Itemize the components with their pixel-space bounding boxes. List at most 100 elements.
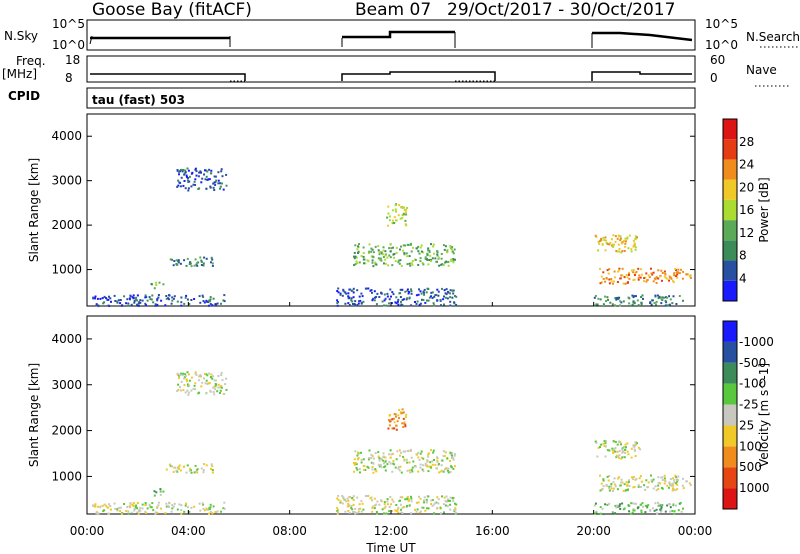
echo-cell	[405, 298, 408, 301]
echo-cell	[209, 172, 212, 175]
echo-cell	[428, 465, 431, 468]
echo-cell	[186, 176, 188, 179]
echo-cell	[395, 251, 398, 254]
echo-cell	[427, 288, 430, 290]
nsky-left-tick-bottom: 10^0	[52, 38, 85, 52]
echo-cell	[381, 300, 384, 303]
echo-cell	[185, 378, 188, 381]
echo-cell	[620, 457, 623, 460]
echo-cell	[418, 303, 421, 306]
echo-cell	[358, 243, 360, 246]
echo-cell	[608, 243, 611, 246]
freq-panel: Freq. [MHz] 18 8 60 0 Nave	[2, 53, 790, 87]
echo-cell	[399, 259, 402, 262]
echo-cell	[362, 252, 365, 254]
echo-cell	[205, 257, 208, 260]
echo-cell	[220, 386, 223, 389]
echo-cell	[360, 292, 363, 295]
echo-cell	[604, 295, 607, 298]
echo-cell	[633, 485, 636, 488]
echo-cell	[674, 267, 677, 270]
echo-cell	[449, 304, 452, 307]
echo-cell	[336, 299, 339, 302]
echo-cell	[132, 502, 135, 504]
echo-cell	[664, 299, 667, 302]
echo-cell	[430, 291, 433, 294]
echo-cell	[185, 264, 188, 267]
echo-cell	[392, 222, 395, 225]
echo-cell	[624, 237, 627, 240]
echo-cell	[145, 512, 147, 514]
echo-cell	[95, 304, 98, 307]
echo-cell	[672, 503, 675, 505]
echo-cell	[373, 497, 376, 500]
echo-cell	[417, 456, 420, 459]
echo-cell	[194, 178, 197, 181]
echo-cell	[358, 295, 361, 298]
echo-cell	[347, 302, 350, 305]
echo-cell	[653, 302, 656, 304]
echo-cell	[630, 502, 633, 505]
echo-cell	[619, 304, 622, 307]
echo-cell	[417, 452, 420, 454]
echo-cell	[154, 511, 157, 514]
echo-cell	[455, 295, 458, 298]
echo-cell	[447, 260, 450, 263]
echo-cell	[637, 506, 640, 509]
echo-cell	[620, 478, 623, 481]
echo-cell	[186, 506, 189, 509]
echo-cell	[188, 384, 191, 387]
echo-cell	[449, 496, 452, 499]
echo-cell	[399, 206, 402, 209]
echo-cell	[162, 490, 165, 493]
echo-cell	[155, 284, 158, 286]
echo-cell	[610, 483, 613, 485]
echo-cell	[336, 510, 339, 512]
echo-cell	[194, 372, 197, 375]
echo-cell	[673, 274, 676, 277]
echo-cell	[449, 296, 452, 299]
echo-cell	[367, 252, 370, 255]
echo-cell	[125, 510, 128, 513]
echo-cell	[676, 276, 679, 279]
echo-cell	[436, 288, 439, 291]
echo-cell	[336, 497, 339, 500]
echo-cell	[668, 503, 671, 506]
beam-label: Beam 07	[355, 0, 431, 20]
echo-cell	[636, 299, 639, 302]
echo-cell	[388, 219, 391, 222]
echo-cell	[199, 374, 202, 377]
echo-cell	[360, 458, 363, 461]
echo-cell	[211, 262, 214, 265]
echo-cell	[387, 419, 390, 422]
echo-cell	[397, 259, 400, 262]
echo-cell	[436, 496, 439, 499]
echo-cell	[199, 509, 202, 512]
echo-cell	[368, 449, 371, 452]
echo-cell	[423, 288, 426, 291]
echo-cell	[449, 471, 452, 473]
echo-cell	[608, 485, 611, 488]
echo-cell	[617, 243, 620, 246]
colorbar-tick-label: -500	[739, 356, 766, 370]
echo-cell	[358, 300, 360, 303]
echo-cell	[668, 481, 671, 484]
echo-cell	[626, 236, 629, 239]
echo-cell	[212, 386, 215, 389]
echo-cell	[184, 171, 187, 174]
echo-cell	[661, 296, 664, 299]
echo-cell	[110, 300, 112, 303]
echo-cell	[685, 273, 688, 276]
echo-cell	[451, 452, 454, 455]
echo-cell	[214, 388, 217, 391]
echo-cell	[402, 455, 405, 458]
echo-cell	[666, 504, 669, 507]
echo-cell	[606, 503, 609, 506]
echo-cell	[654, 485, 657, 488]
colorbar-segment	[723, 341, 737, 363]
echo-cell	[160, 507, 163, 510]
echo-cell	[408, 469, 411, 472]
echo-cell	[627, 281, 629, 284]
echo-cell	[138, 508, 141, 511]
echo-cell	[400, 245, 402, 248]
